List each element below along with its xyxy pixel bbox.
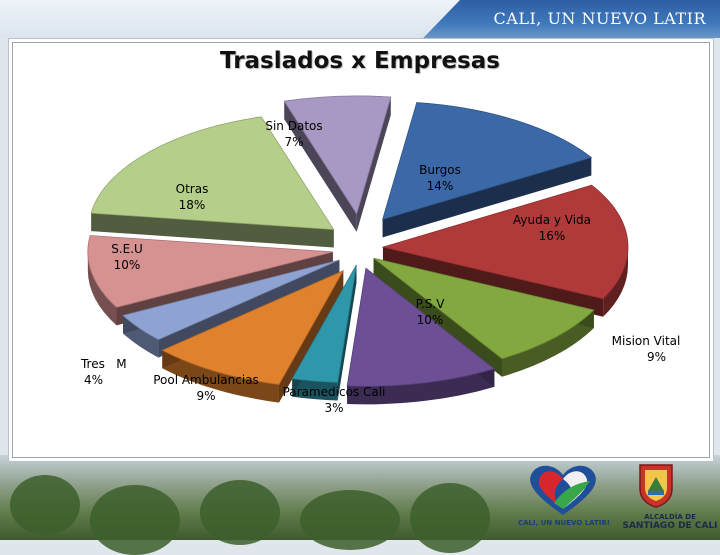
tree-shape xyxy=(200,480,280,545)
pie-slice-side xyxy=(502,309,594,377)
alcaldia-caption: ALCALDÍA DE SANTIAGO DE CALI xyxy=(620,513,720,531)
pie-slice-top xyxy=(87,235,333,308)
pie-slice-top xyxy=(381,184,629,300)
pie-slice-top xyxy=(346,267,496,387)
pie-slice-top xyxy=(122,259,340,341)
pie-slice xyxy=(161,269,345,403)
pie-chart xyxy=(87,95,629,405)
chart-title: Traslados x Empresas xyxy=(220,48,500,74)
pie-slice-top xyxy=(283,95,392,215)
pie-slice xyxy=(90,116,335,248)
city-shield-icon xyxy=(639,464,673,508)
alcaldia-line1: ALCALDÍA DE xyxy=(644,513,696,521)
pie-slice-wall xyxy=(91,213,334,248)
header-banner: CALI, UN NUEVO LATIR xyxy=(0,0,720,38)
slice-label-paramedicos-cali: Paramedicos Cali 3% xyxy=(282,385,386,415)
pie-slice-top xyxy=(382,102,593,220)
pie-slice-top xyxy=(291,264,357,383)
pie-slice-wall xyxy=(337,264,357,401)
pie-slice xyxy=(283,95,392,232)
pie-slice-wall xyxy=(373,258,503,377)
pie-slice xyxy=(346,267,496,405)
pie-slice-wall xyxy=(278,270,344,403)
pie-slice-top xyxy=(161,269,345,386)
slice-label-sin-datos: Sin Datos 7% xyxy=(265,119,323,149)
slice-label-burgos: Burgos 14% xyxy=(419,163,461,193)
pie-slice-side xyxy=(603,247,628,317)
slice-label-psv: P.S.V 10% xyxy=(415,297,445,327)
pie-slice-side xyxy=(292,378,338,401)
footer-logos: CALI, UN NUEVO LATIR! ALCALDÍA DE SANTIA… xyxy=(510,455,720,540)
slice-label-seu: S.E.U 10% xyxy=(111,242,143,272)
slice-label-otras: Otras 18% xyxy=(175,182,209,212)
pie-slice-wall xyxy=(382,157,592,238)
slice-label-ayuda-y-vida: Ayuda y Vida 16% xyxy=(512,213,592,243)
slice-label-pool-ambulancias: Pool Ambulancias 9% xyxy=(153,373,259,403)
slice-label-tres-m: Tres M 4% xyxy=(80,357,127,387)
slice-label-mision-vital: Mision Vital 9% xyxy=(611,334,681,364)
header-strip xyxy=(0,0,460,38)
pie-slice xyxy=(291,264,357,401)
heart-logo-text: CALI, UN NUEVO LATIR! xyxy=(518,519,610,527)
pie-slice-wall xyxy=(284,101,357,232)
pie-slice-top xyxy=(373,257,595,360)
pie-slice-top xyxy=(90,116,335,230)
alcaldia-line2: SANTIAGO DE CALI xyxy=(622,521,718,531)
heart-logo-icon xyxy=(530,465,596,515)
header-slogan: CALI, UN NUEVO LATIR xyxy=(493,9,706,28)
pie-slice xyxy=(373,257,595,377)
pie-slice-side xyxy=(87,251,117,326)
pie-slice-side xyxy=(347,368,495,405)
pie-slice xyxy=(382,102,593,238)
tree-shape xyxy=(10,475,80,535)
pie-slice-wall xyxy=(356,97,391,232)
